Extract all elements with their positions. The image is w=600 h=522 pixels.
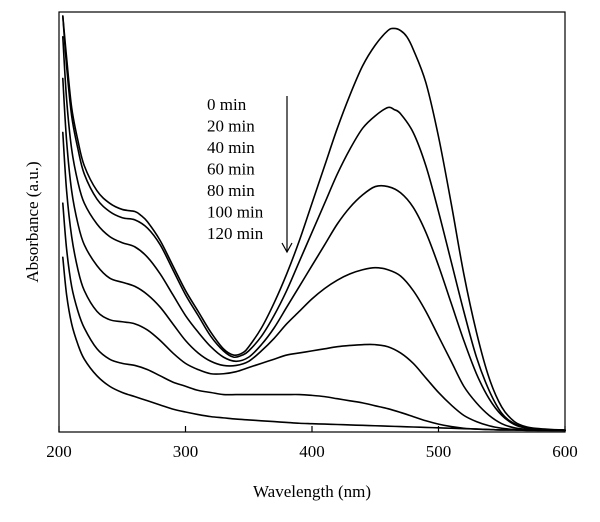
legend-entry: 60 min bbox=[207, 160, 255, 179]
legend-arrow-head bbox=[281, 242, 293, 254]
x-tick-label: 200 bbox=[46, 442, 72, 461]
x-tick-label: 500 bbox=[426, 442, 452, 461]
legend-entry: 40 min bbox=[207, 138, 255, 157]
x-axis-ticks: 200 300 400 500 600 bbox=[46, 426, 578, 461]
legend-entry: 120 min bbox=[207, 224, 264, 243]
plot-frame bbox=[58, 11, 566, 433]
x-axis-title: Wavelength (nm) bbox=[253, 482, 371, 501]
series-line-60min bbox=[62, 77, 566, 432]
series-line-0min bbox=[62, 15, 566, 431]
legend-entry: 20 min bbox=[207, 117, 255, 136]
series-line-40min bbox=[62, 36, 566, 432]
legend-entry: 0 min bbox=[207, 95, 247, 114]
x-tick-label: 400 bbox=[299, 442, 325, 461]
series-line-20min bbox=[62, 15, 566, 432]
x-tick-label: 300 bbox=[173, 442, 199, 461]
legend: 0 min 20 min 40 min 60 min 80 min 100 min 120 … bbox=[207, 95, 264, 243]
series-line-100min bbox=[62, 202, 566, 432]
spectra-curves bbox=[62, 15, 566, 432]
y-axis-title: Absorbance (a.u.) bbox=[23, 161, 42, 282]
x-tick-label: 600 bbox=[552, 442, 578, 461]
series-line-120min bbox=[62, 256, 566, 432]
legend-entry: 100 min bbox=[207, 203, 264, 222]
series-line-80min bbox=[62, 131, 566, 432]
legend-entry: 80 min bbox=[207, 181, 255, 200]
